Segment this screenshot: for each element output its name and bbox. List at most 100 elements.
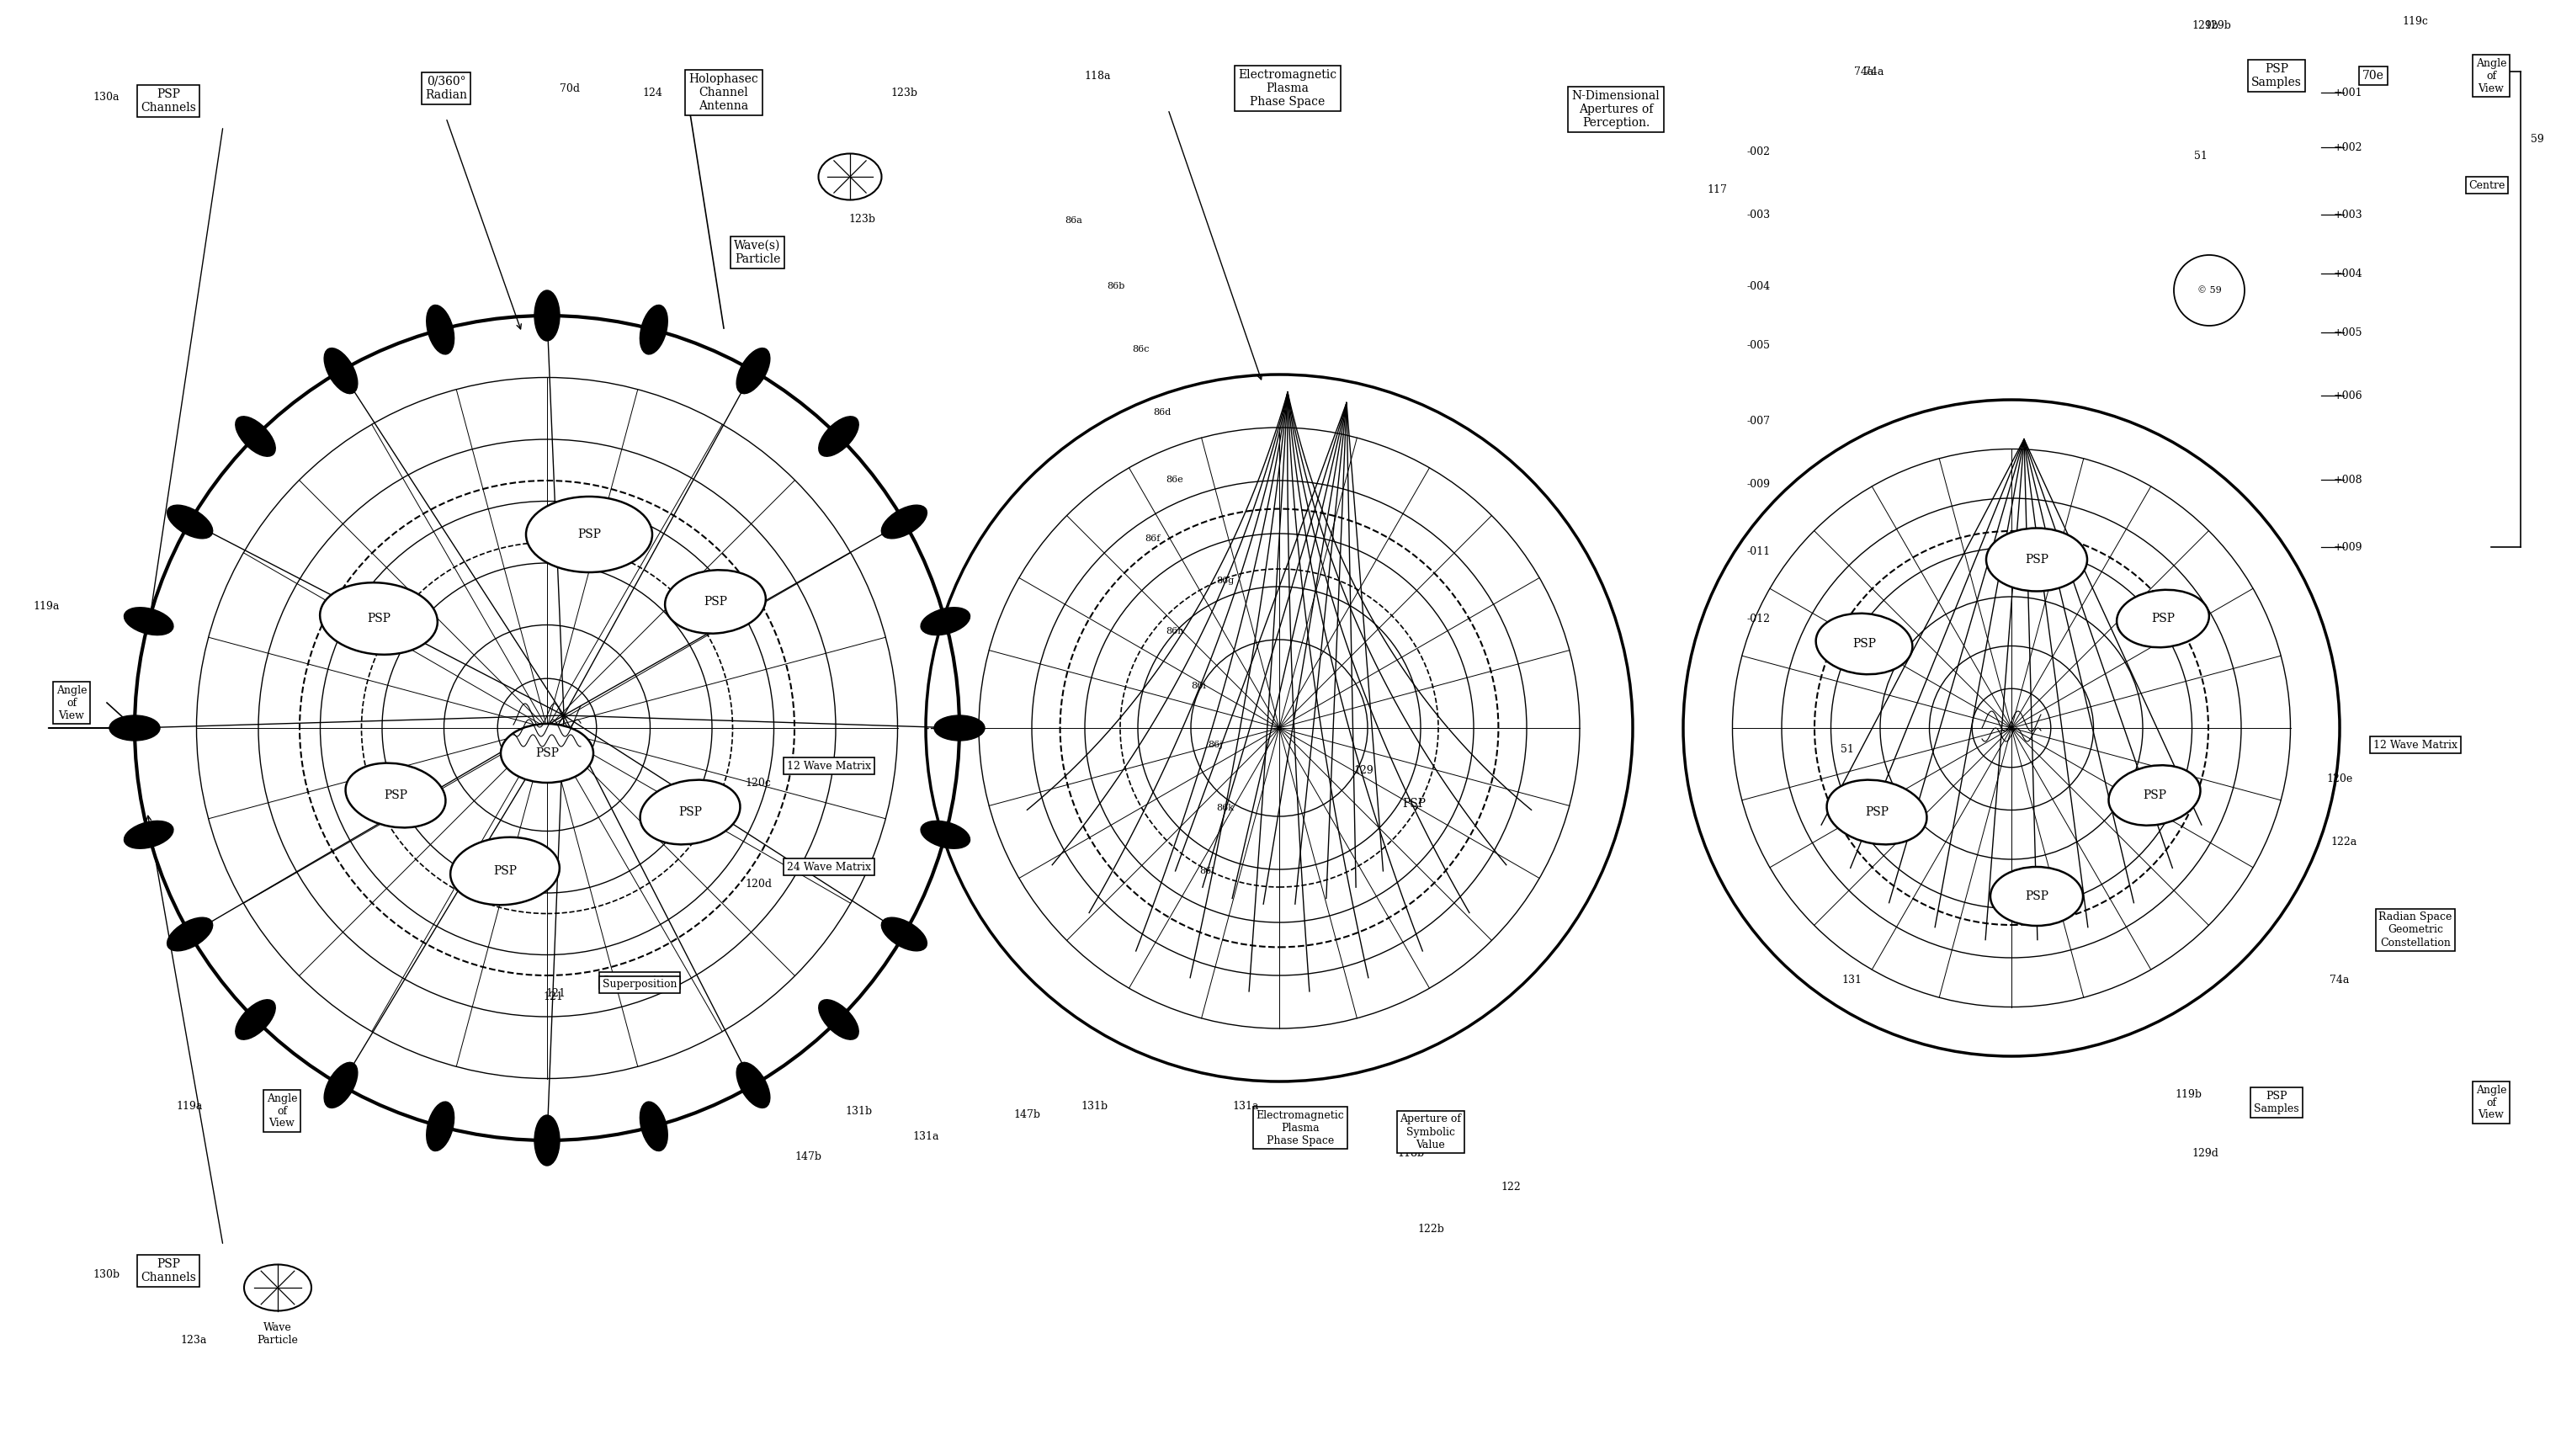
Ellipse shape — [666, 569, 766, 633]
Text: PSP
Channels: PSP Channels — [141, 89, 197, 114]
Ellipse shape — [640, 306, 668, 354]
Text: 118a: 118a — [1083, 70, 1111, 82]
Text: PSP: PSP — [535, 747, 558, 759]
Ellipse shape — [325, 1063, 359, 1108]
Ellipse shape — [236, 416, 277, 456]
Text: 24 Wave Matrix: 24 Wave Matrix — [786, 862, 871, 872]
Ellipse shape — [922, 821, 971, 849]
Text: 122a: 122a — [2331, 836, 2356, 847]
Text: 86c: 86c — [1132, 345, 1150, 354]
Text: Angle
of
View: Angle of View — [266, 1093, 297, 1128]
Ellipse shape — [166, 505, 213, 539]
Ellipse shape — [1816, 613, 1913, 674]
Text: 86h: 86h — [1165, 628, 1183, 635]
Text: PSP: PSP — [1852, 638, 1877, 649]
Ellipse shape — [525, 496, 653, 572]
Text: PSP: PSP — [1401, 798, 1426, 810]
Text: Centre: Centre — [2469, 179, 2505, 191]
Text: © 59: © 59 — [2197, 287, 2220, 294]
Text: 131b: 131b — [1081, 1101, 1106, 1112]
Text: 51: 51 — [1841, 744, 1854, 754]
Text: 86f: 86f — [1145, 534, 1160, 543]
Text: 74a: 74a — [1854, 66, 1875, 77]
Ellipse shape — [236, 1000, 277, 1040]
Text: 119c: 119c — [2402, 16, 2428, 26]
Text: 122: 122 — [1501, 1181, 1521, 1192]
Ellipse shape — [1826, 780, 1926, 844]
Text: PSP: PSP — [2026, 891, 2049, 903]
Ellipse shape — [2118, 590, 2210, 648]
Ellipse shape — [320, 582, 438, 655]
Text: 86i: 86i — [1191, 681, 1206, 690]
Text: 124: 124 — [643, 87, 663, 98]
Text: 86j: 86j — [1209, 741, 1222, 748]
Text: PSP: PSP — [2144, 789, 2167, 801]
Text: Angle
of
View: Angle of View — [2476, 1085, 2507, 1121]
Text: +004: +004 — [2333, 268, 2364, 280]
Text: 147b: 147b — [1014, 1109, 1040, 1121]
Ellipse shape — [325, 348, 359, 393]
Text: Aperture of
Symbolic
Value: Aperture of Symbolic Value — [1401, 1114, 1462, 1150]
Ellipse shape — [2108, 766, 2200, 826]
Text: 59: 59 — [2530, 134, 2543, 144]
Text: 119a: 119a — [177, 1101, 202, 1112]
Text: 123b: 123b — [891, 87, 917, 98]
Text: 121: 121 — [545, 987, 566, 999]
Ellipse shape — [123, 607, 174, 635]
Text: 119b: 119b — [2174, 1089, 2202, 1099]
Ellipse shape — [820, 1000, 858, 1040]
Text: Electromagnetic
Plasma
Phase Space: Electromagnetic Plasma Phase Space — [1257, 1109, 1345, 1146]
Text: PSP: PSP — [1864, 807, 1887, 818]
Ellipse shape — [935, 715, 983, 741]
Text: 119a: 119a — [33, 600, 59, 612]
Text: Radian Space
Geometric
Constellation: Radian Space Geometric Constellation — [2379, 911, 2453, 948]
Text: 129b: 129b — [2192, 20, 2218, 31]
Text: 129d: 129d — [2192, 1147, 2218, 1159]
Ellipse shape — [922, 607, 971, 635]
Text: Superposition: Superposition — [602, 980, 676, 990]
Text: PSP: PSP — [384, 789, 407, 801]
Ellipse shape — [881, 505, 927, 539]
Text: 121: 121 — [543, 992, 563, 1003]
Text: 129b: 129b — [2205, 20, 2231, 31]
Text: +002: +002 — [2333, 141, 2364, 153]
Text: 86l: 86l — [1199, 866, 1214, 875]
Text: 123b: 123b — [848, 214, 876, 224]
Text: PSP: PSP — [2151, 613, 2174, 625]
Text: 86k: 86k — [1216, 804, 1234, 812]
Ellipse shape — [640, 780, 740, 844]
Text: -012: -012 — [1747, 613, 1770, 625]
Text: -002: -002 — [1747, 146, 1770, 157]
Text: 86b: 86b — [1106, 282, 1124, 290]
Text: 120c: 120c — [745, 778, 771, 788]
Ellipse shape — [881, 917, 927, 951]
Ellipse shape — [502, 724, 594, 783]
Text: 131: 131 — [1841, 976, 1862, 986]
Text: 120d: 120d — [745, 878, 771, 890]
Text: PSP: PSP — [576, 529, 602, 540]
Ellipse shape — [346, 763, 446, 827]
Text: 130b: 130b — [92, 1270, 120, 1280]
Ellipse shape — [640, 1102, 668, 1150]
Text: 0/360°
Radian: 0/360° Radian — [425, 76, 466, 100]
Text: 131a: 131a — [1232, 1101, 1260, 1112]
Ellipse shape — [110, 715, 159, 741]
Text: Angle
of
View: Angle of View — [2476, 58, 2507, 93]
Text: PSP: PSP — [2026, 553, 2049, 565]
Text: Wave(s)
Particle: Wave(s) Particle — [735, 240, 781, 265]
Text: -009: -009 — [1747, 479, 1770, 489]
Text: PSP
Channels: PSP Channels — [141, 1258, 197, 1284]
Text: PSP
Samples: PSP Samples — [2254, 1091, 2300, 1114]
Text: 12 Wave Matrix: 12 Wave Matrix — [786, 760, 871, 772]
Text: 70d: 70d — [561, 83, 579, 93]
Text: -004: -004 — [1747, 281, 1770, 291]
Text: +006: +006 — [2333, 390, 2364, 400]
Text: N-Dimensional
Apertures of
Perception.: N-Dimensional Apertures of Perception. — [1572, 90, 1660, 130]
Text: -007: -007 — [1747, 415, 1770, 427]
Ellipse shape — [820, 416, 858, 456]
Text: +001: +001 — [2333, 87, 2364, 98]
Text: 74a: 74a — [2331, 976, 2348, 986]
Ellipse shape — [428, 306, 453, 354]
Text: -011: -011 — [1747, 546, 1770, 556]
Ellipse shape — [451, 837, 558, 906]
